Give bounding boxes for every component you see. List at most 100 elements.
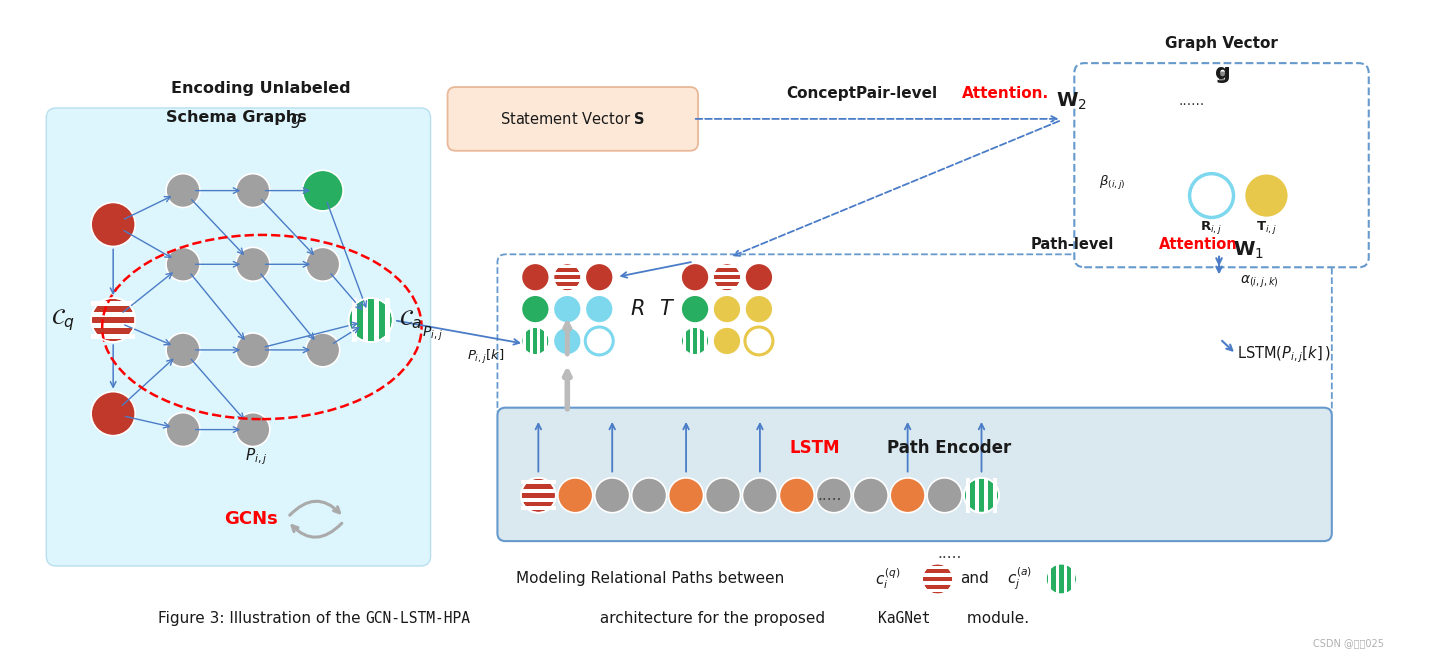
Circle shape xyxy=(745,327,772,355)
Circle shape xyxy=(682,327,709,355)
Bar xyxy=(363,298,367,342)
Circle shape xyxy=(522,263,549,291)
Text: ConceptPair-level: ConceptPair-level xyxy=(787,85,937,101)
Circle shape xyxy=(964,478,999,513)
Circle shape xyxy=(558,478,592,513)
Circle shape xyxy=(305,333,340,367)
Bar xyxy=(1063,563,1066,594)
Circle shape xyxy=(682,295,709,323)
Text: Attention: Attention xyxy=(1159,237,1238,252)
Bar xyxy=(91,301,135,306)
Circle shape xyxy=(816,478,852,513)
Circle shape xyxy=(236,248,269,281)
Text: module.: module. xyxy=(961,611,1029,626)
Circle shape xyxy=(713,263,741,291)
Text: ......: ...... xyxy=(1179,94,1205,108)
Circle shape xyxy=(713,295,741,323)
Circle shape xyxy=(166,333,200,367)
Text: Path-level: Path-level xyxy=(1030,237,1114,252)
Circle shape xyxy=(745,263,772,291)
Bar xyxy=(683,327,686,355)
Circle shape xyxy=(91,392,135,436)
Bar xyxy=(91,334,135,339)
Circle shape xyxy=(91,298,135,342)
Text: Schema Graphs: Schema Graphs xyxy=(166,111,307,125)
Text: Graph Vector: Graph Vector xyxy=(1166,36,1278,51)
Circle shape xyxy=(742,478,777,513)
Circle shape xyxy=(303,170,343,211)
Bar xyxy=(713,286,741,289)
Text: Figure 3: Illustration of the: Figure 3: Illustration of the xyxy=(159,611,366,626)
Bar xyxy=(537,327,540,355)
Circle shape xyxy=(305,173,340,207)
Text: KaGNet: KaGNet xyxy=(878,611,931,626)
Bar xyxy=(553,272,581,275)
Text: GCN-LSTM-HPA: GCN-LSTM-HPA xyxy=(366,611,471,626)
Text: $T$: $T$ xyxy=(659,299,676,319)
Bar xyxy=(373,298,379,342)
FancyBboxPatch shape xyxy=(46,108,431,566)
Bar xyxy=(697,327,700,355)
Bar xyxy=(984,478,987,513)
Circle shape xyxy=(236,333,269,367)
Circle shape xyxy=(745,295,772,323)
Text: $\mathrm{LSTM}(P_{i,j}[k]\,)$: $\mathrm{LSTM}(P_{i,j}[k]\,)$ xyxy=(1238,345,1330,365)
Circle shape xyxy=(166,248,200,281)
Text: $c_i^{(q)}$: $c_i^{(q)}$ xyxy=(875,567,901,591)
Bar xyxy=(553,279,581,282)
Circle shape xyxy=(349,298,393,342)
Text: Statement Vector $\mathbf{S}$: Statement Vector $\mathbf{S}$ xyxy=(500,111,646,127)
Bar xyxy=(713,265,741,268)
Text: $P_{i,j}$: $P_{i,j}$ xyxy=(245,446,267,467)
Circle shape xyxy=(713,327,741,355)
Bar xyxy=(922,573,953,577)
Bar xyxy=(713,272,741,275)
Text: $\mathcal{C}_a$: $\mathcal{C}_a$ xyxy=(399,308,422,332)
Text: Path Encoder: Path Encoder xyxy=(888,438,1012,457)
Circle shape xyxy=(1190,173,1233,218)
Bar xyxy=(545,327,548,355)
Circle shape xyxy=(853,478,888,513)
Bar xyxy=(553,286,581,289)
Text: $\mathbf{T}_{i,j}$: $\mathbf{T}_{i,j}$ xyxy=(1257,219,1277,236)
Bar xyxy=(922,581,953,585)
Circle shape xyxy=(522,295,549,323)
FancyBboxPatch shape xyxy=(497,408,1331,541)
Circle shape xyxy=(780,478,814,513)
Bar xyxy=(1056,563,1059,594)
Circle shape xyxy=(520,478,556,513)
Circle shape xyxy=(91,203,135,246)
Text: $g$: $g$ xyxy=(290,112,301,130)
Bar xyxy=(922,566,953,569)
Circle shape xyxy=(236,173,269,207)
Text: .....: ..... xyxy=(817,488,842,503)
Text: $c_j^{(a)}$: $c_j^{(a)}$ xyxy=(1007,565,1032,592)
Circle shape xyxy=(595,478,630,513)
Circle shape xyxy=(669,478,703,513)
Circle shape xyxy=(522,327,549,355)
Circle shape xyxy=(585,327,614,355)
Bar xyxy=(91,312,135,317)
Bar xyxy=(530,327,533,355)
Text: $P_{i,j}$: $P_{i,j}$ xyxy=(422,325,442,343)
Circle shape xyxy=(682,263,709,291)
Text: architecture for the proposed: architecture for the proposed xyxy=(595,611,830,626)
Bar xyxy=(523,327,526,355)
Text: .....: ..... xyxy=(937,545,961,561)
Circle shape xyxy=(922,563,953,594)
Text: $\mathbf{W}_2$: $\mathbf{W}_2$ xyxy=(1056,90,1087,112)
Circle shape xyxy=(305,248,340,281)
Bar xyxy=(1071,563,1075,594)
Circle shape xyxy=(585,295,614,323)
FancyBboxPatch shape xyxy=(1075,63,1369,267)
Circle shape xyxy=(631,478,667,513)
FancyBboxPatch shape xyxy=(448,87,697,151)
Text: $P_{i,j}[k]$: $P_{i,j}[k]$ xyxy=(467,348,504,366)
Bar xyxy=(705,327,708,355)
Circle shape xyxy=(553,263,581,291)
Circle shape xyxy=(166,173,200,207)
Circle shape xyxy=(553,295,581,323)
Text: $\mathbf{g}$: $\mathbf{g}$ xyxy=(1213,65,1229,85)
Bar xyxy=(1048,563,1052,594)
Circle shape xyxy=(585,263,614,291)
